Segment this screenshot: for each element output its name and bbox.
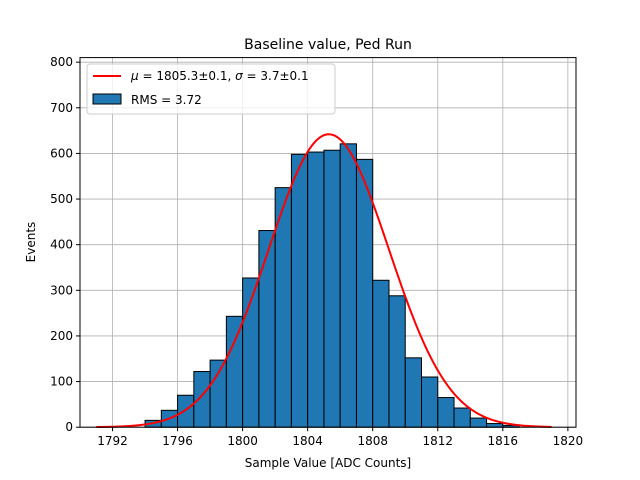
y-tick-label: 300 bbox=[50, 283, 73, 297]
x-tick-label: 1812 bbox=[422, 434, 453, 448]
legend: μ = 1805.3±0.1, σ = 3.7±0.1 RMS = 3.72 bbox=[86, 63, 336, 115]
histogram-bars bbox=[144, 143, 520, 428]
y-tick-label: 600 bbox=[50, 146, 73, 160]
histogram-bar bbox=[193, 371, 211, 428]
legend-fit-label: μ = 1805.3±0.1, σ = 3.7±0.1 bbox=[130, 69, 309, 83]
histogram-bar bbox=[307, 151, 325, 428]
x-tick-label: 1808 bbox=[357, 434, 388, 448]
histogram-bar bbox=[404, 357, 423, 428]
histogram-bar bbox=[339, 143, 357, 428]
histogram-bar bbox=[388, 295, 406, 428]
histogram-bar bbox=[355, 158, 374, 428]
histogram-bar bbox=[177, 394, 195, 428]
y-tick-label: 0 bbox=[65, 420, 73, 434]
chart-title: Baseline value, Ped Run bbox=[244, 37, 412, 53]
histogram-bar bbox=[437, 397, 455, 428]
y-tick-label: 800 bbox=[50, 55, 73, 69]
plot-frame bbox=[79, 57, 577, 428]
histogram-bar bbox=[258, 230, 276, 428]
y-tick-label: 400 bbox=[50, 238, 73, 252]
histogram-bar bbox=[453, 407, 471, 428]
y-axis: 0 100 200 300 400 500 600 700 800 bbox=[50, 55, 80, 434]
legend-box bbox=[86, 63, 336, 115]
x-axis: 1792 1796 1800 1804 1808 1812 1816 1820 bbox=[97, 427, 583, 448]
legend-sigma-value: = 3.7±0.1 bbox=[243, 69, 309, 83]
legend-mu-value: = 1805.3±0.1, bbox=[139, 69, 235, 83]
legend-histogram-label: RMS = 3.72 bbox=[131, 93, 202, 107]
x-tick-label: 1816 bbox=[488, 434, 519, 448]
histogram-bar bbox=[209, 359, 227, 428]
y-tick-label: 100 bbox=[50, 375, 73, 389]
x-tick-label: 1796 bbox=[162, 434, 193, 448]
legend-mu-symbol: μ bbox=[130, 69, 139, 83]
y-axis-label: Events bbox=[24, 222, 38, 263]
histogram-bar bbox=[225, 315, 244, 428]
x-tick-label: 1800 bbox=[227, 434, 258, 448]
legend-sigma-symbol: σ bbox=[235, 69, 243, 83]
legend-histogram-swatch bbox=[92, 93, 122, 105]
histogram-bar bbox=[469, 417, 488, 428]
x-tick-label: 1792 bbox=[97, 434, 128, 448]
histogram-bar bbox=[323, 149, 341, 428]
y-tick-label: 500 bbox=[50, 192, 73, 206]
x-tick-label: 1804 bbox=[292, 434, 323, 448]
x-axis-label: Sample Value [ADC Counts] bbox=[245, 456, 411, 470]
histogram-bar bbox=[372, 279, 390, 428]
y-tick-label: 700 bbox=[50, 101, 73, 115]
histogram-bar bbox=[486, 423, 504, 428]
x-tick-label: 1820 bbox=[553, 434, 584, 448]
y-tick-label: 200 bbox=[50, 329, 73, 343]
histogram-bar bbox=[421, 376, 439, 428]
fit-curve bbox=[96, 133, 552, 429]
histogram-bar bbox=[290, 153, 309, 428]
